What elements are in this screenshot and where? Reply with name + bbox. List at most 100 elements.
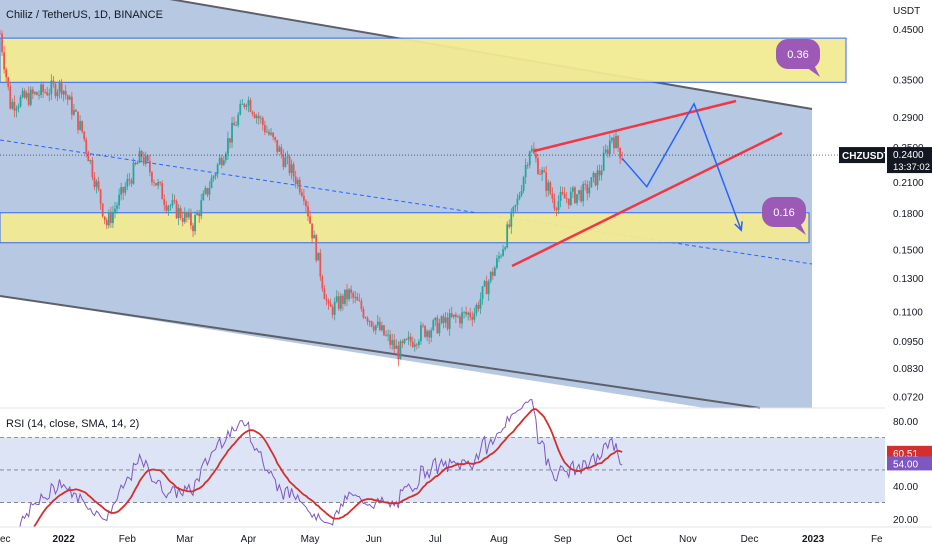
candle[interactable] bbox=[60, 79, 63, 99]
candle[interactable] bbox=[417, 338, 420, 349]
candle[interactable] bbox=[383, 324, 385, 337]
candle[interactable] bbox=[77, 111, 79, 134]
candle[interactable] bbox=[444, 312, 447, 328]
candle[interactable] bbox=[617, 134, 619, 152]
candle[interactable] bbox=[385, 330, 387, 337]
candle[interactable] bbox=[259, 115, 262, 124]
candle[interactable] bbox=[514, 204, 517, 214]
candle[interactable] bbox=[87, 150, 90, 162]
candle[interactable] bbox=[475, 303, 478, 317]
candle[interactable] bbox=[222, 155, 225, 166]
candle[interactable] bbox=[547, 179, 550, 197]
candle[interactable] bbox=[321, 274, 324, 292]
candle[interactable] bbox=[153, 179, 155, 187]
candle[interactable] bbox=[19, 94, 22, 108]
candle[interactable] bbox=[305, 199, 307, 214]
candle[interactable] bbox=[327, 298, 330, 310]
candle[interactable] bbox=[118, 188, 120, 210]
candle[interactable] bbox=[608, 134, 611, 158]
candle[interactable] bbox=[177, 204, 180, 226]
candle[interactable] bbox=[64, 84, 67, 100]
candle[interactable] bbox=[496, 254, 498, 270]
candle[interactable] bbox=[31, 86, 34, 100]
candle[interactable] bbox=[183, 207, 186, 224]
candle[interactable] bbox=[9, 82, 12, 110]
candle[interactable] bbox=[485, 275, 488, 295]
candle[interactable] bbox=[46, 86, 49, 97]
candle[interactable] bbox=[397, 341, 400, 367]
candle[interactable] bbox=[261, 116, 264, 131]
price-pane[interactable]: 0.36 0.16 bbox=[0, 0, 885, 409]
candle[interactable] bbox=[477, 301, 480, 312]
candle[interactable] bbox=[588, 180, 591, 198]
time-axis[interactable]: ec 2022 Feb Mar Apr May Jun Jul Aug Sep Oct Nov Dec 2… bbox=[0, 526, 932, 550]
candle[interactable] bbox=[132, 158, 135, 185]
candle[interactable] bbox=[502, 244, 504, 257]
candle[interactable] bbox=[165, 201, 168, 213]
rsi-sma-line[interactable] bbox=[2, 408, 623, 553]
candle[interactable] bbox=[387, 329, 389, 342]
candle[interactable] bbox=[101, 203, 104, 218]
candle[interactable] bbox=[606, 145, 609, 158]
candle[interactable] bbox=[21, 87, 24, 99]
candle[interactable] bbox=[471, 311, 474, 327]
candle[interactable] bbox=[231, 116, 233, 148]
candle[interactable] bbox=[52, 76, 55, 88]
candle[interactable] bbox=[389, 330, 392, 349]
candle[interactable] bbox=[15, 105, 18, 118]
candle[interactable] bbox=[85, 137, 88, 158]
candle[interactable] bbox=[159, 181, 162, 186]
candle[interactable] bbox=[5, 67, 8, 83]
candle[interactable] bbox=[128, 172, 131, 186]
projection-path[interactable] bbox=[621, 101, 742, 231]
candle[interactable] bbox=[374, 324, 377, 335]
candle[interactable] bbox=[551, 187, 554, 203]
candle[interactable] bbox=[146, 154, 149, 164]
candle[interactable] bbox=[44, 88, 47, 94]
candle[interactable] bbox=[114, 202, 116, 219]
candle[interactable] bbox=[532, 142, 535, 155]
candle[interactable] bbox=[413, 338, 416, 352]
candle[interactable] bbox=[571, 185, 574, 199]
candle[interactable] bbox=[604, 144, 607, 155]
candle[interactable] bbox=[11, 98, 14, 110]
candle[interactable] bbox=[339, 293, 342, 312]
candle[interactable] bbox=[13, 95, 16, 118]
candle[interactable] bbox=[378, 317, 381, 332]
candle[interactable] bbox=[266, 125, 268, 133]
candle[interactable] bbox=[409, 333, 412, 347]
candle[interactable] bbox=[126, 173, 129, 191]
candle[interactable] bbox=[539, 169, 541, 176]
candle[interactable] bbox=[38, 90, 40, 100]
candle[interactable] bbox=[169, 203, 172, 211]
candle[interactable] bbox=[508, 219, 511, 229]
candle[interactable] bbox=[93, 172, 96, 191]
candle[interactable] bbox=[48, 88, 51, 102]
candle[interactable] bbox=[103, 216, 106, 225]
candle[interactable] bbox=[454, 312, 457, 324]
candle[interactable] bbox=[83, 131, 86, 142]
candle[interactable] bbox=[34, 91, 36, 96]
candle[interactable] bbox=[319, 248, 322, 281]
candle[interactable] bbox=[243, 103, 246, 110]
candle[interactable] bbox=[42, 81, 45, 98]
candle[interactable] bbox=[473, 307, 476, 323]
candle[interactable] bbox=[208, 181, 211, 201]
candle[interactable] bbox=[157, 178, 160, 190]
candle[interactable] bbox=[463, 311, 465, 319]
candle[interactable] bbox=[526, 162, 529, 169]
rsi-line[interactable] bbox=[2, 398, 623, 552]
candle[interactable] bbox=[272, 132, 274, 141]
candle[interactable] bbox=[543, 167, 546, 173]
candle[interactable] bbox=[615, 130, 617, 149]
candle[interactable] bbox=[167, 204, 170, 216]
candle[interactable] bbox=[220, 154, 223, 169]
candle[interactable] bbox=[350, 285, 353, 299]
candle[interactable] bbox=[23, 88, 26, 99]
candle[interactable] bbox=[578, 190, 580, 201]
candle[interactable] bbox=[290, 159, 293, 180]
candle[interactable] bbox=[399, 339, 402, 360]
candle[interactable] bbox=[358, 293, 361, 302]
